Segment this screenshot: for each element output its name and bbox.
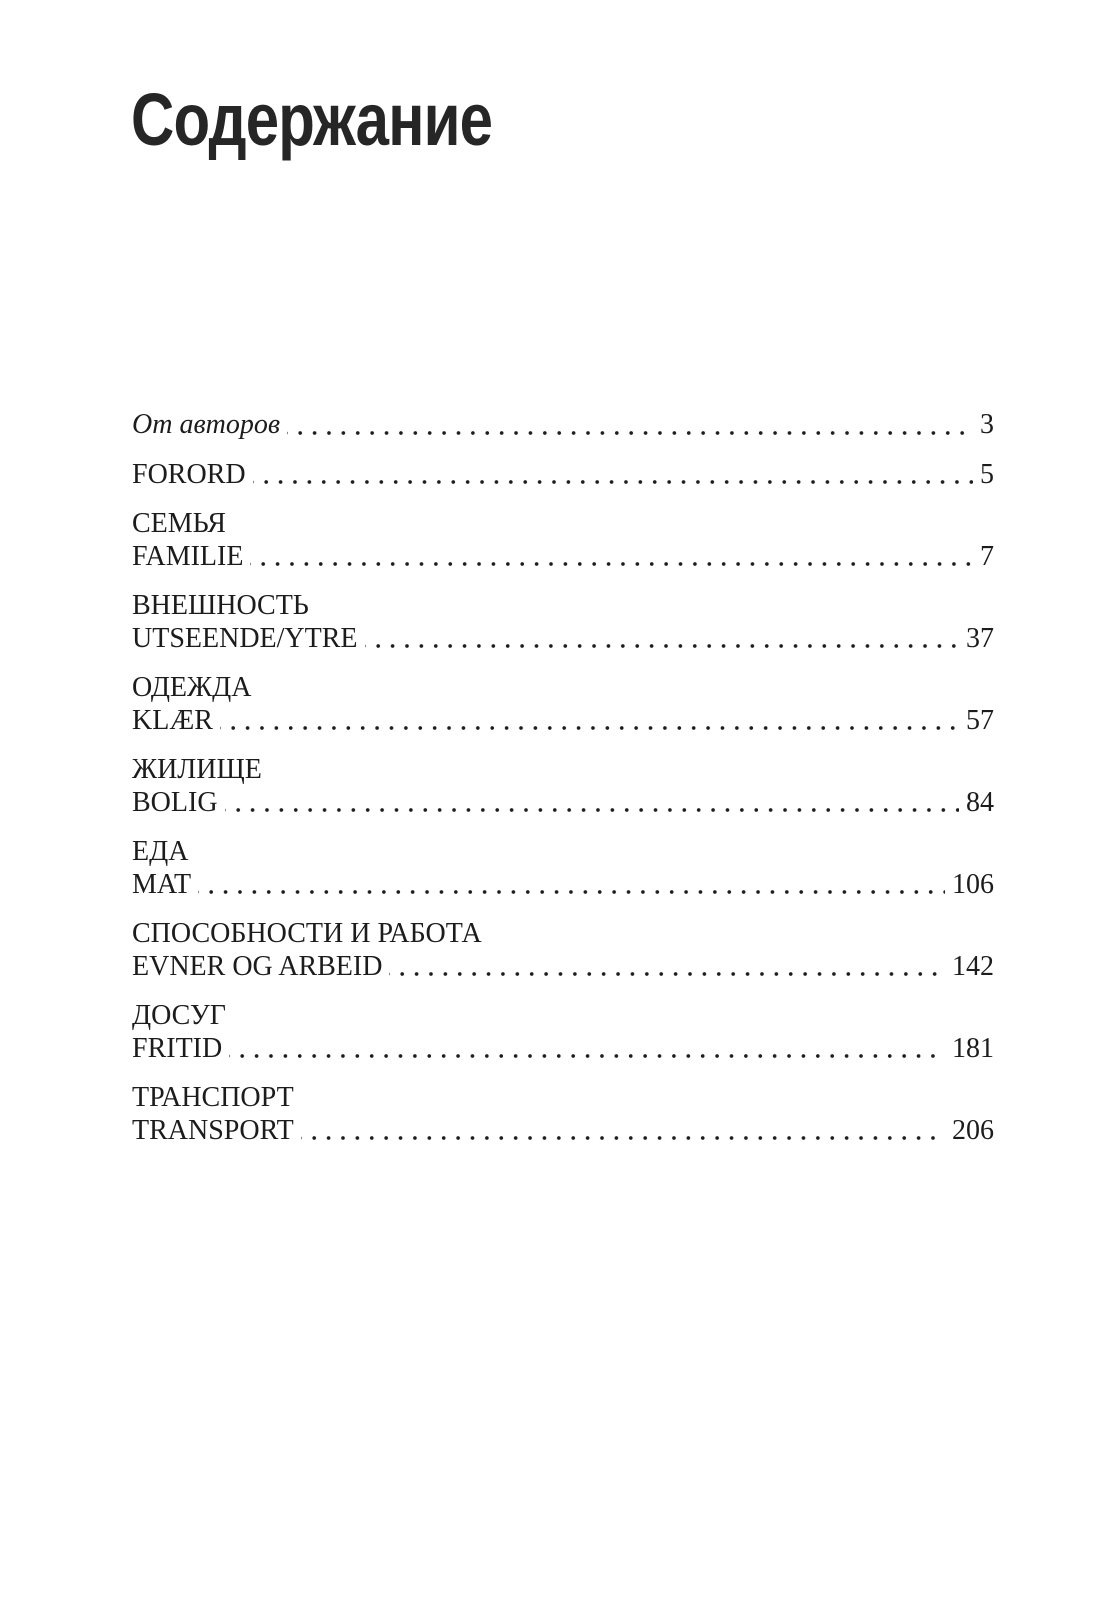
dot-leader <box>229 1032 945 1065</box>
toc-entry-heading: ОДЕЖДА <box>132 672 252 703</box>
toc-entry-page: 5 <box>980 458 994 490</box>
toc-entry-heading: СПОСОБНОСТИ И РАБОТА <box>132 918 482 949</box>
toc-entry-row: FORORD 5 <box>132 458 994 491</box>
dot-leader <box>250 540 973 573</box>
toc-entry-page: 84 <box>966 786 994 818</box>
toc-entry-label: EVNER OG ARBEID <box>132 950 383 982</box>
toc-entry-heading: СЕМЬЯ <box>132 508 226 539</box>
dot-leader <box>252 458 973 491</box>
page-title: Содержание <box>131 78 493 161</box>
dot-leader <box>300 1114 945 1147</box>
toc-entry-label: MAT <box>132 868 192 900</box>
toc-entry-label: От авторов <box>132 409 280 440</box>
toc-entry-row: EVNER OG ARBEID 142 <box>132 950 994 983</box>
toc-entry-label: FRITID <box>132 1032 223 1064</box>
toc-list: От авторов 3 FORORD 5 СЕМЬЯ FAMILIE 7 ВН… <box>132 409 994 1164</box>
toc-entry-row: KLÆR 57 <box>132 704 994 737</box>
toc-entry: СЕМЬЯ FAMILIE 7 <box>132 508 994 573</box>
dot-leader <box>364 622 959 655</box>
toc-entry-heading: ТРАНСПОРТ <box>132 1082 294 1113</box>
toc-entry-row: От авторов 3 <box>132 409 994 442</box>
toc-entry-page: 37 <box>966 622 994 654</box>
toc-entry-heading: ЕДА <box>132 836 189 867</box>
toc-entry: От авторов 3 <box>132 409 994 442</box>
toc-entry-page: 7 <box>980 540 994 572</box>
toc-entry: ТРАНСПОРТ TRANSPORT 206 <box>132 1082 994 1147</box>
toc-entry: ДОСУГ FRITID 181 <box>132 1000 994 1065</box>
toc-entry-page: 142 <box>952 950 994 982</box>
toc-entry-page: 3 <box>980 409 994 440</box>
toc-entry-label: TRANSPORT <box>132 1114 294 1146</box>
toc-entry-page: 57 <box>966 704 994 736</box>
toc-entry-row: BOLIG 84 <box>132 786 994 819</box>
toc-entry-label: BOLIG <box>132 786 218 818</box>
toc-entry-label: UTSEENDE/YTRE <box>132 622 358 654</box>
dot-leader <box>198 868 945 901</box>
toc-entry-row: TRANSPORT 206 <box>132 1114 994 1147</box>
toc-entry: СПОСОБНОСТИ И РАБОТА EVNER OG ARBEID 142 <box>132 918 994 983</box>
toc-entry-page: 181 <box>952 1032 994 1064</box>
dot-leader <box>219 704 959 737</box>
toc-entry-row: UTSEENDE/YTRE 37 <box>132 622 994 655</box>
toc-entry: ОДЕЖДА KLÆR 57 <box>132 672 994 737</box>
toc-entry-label: FAMILIE <box>132 540 244 572</box>
toc-entry-heading: ДОСУГ <box>132 1000 226 1031</box>
toc-entry-label: KLÆR <box>132 704 213 736</box>
toc-entry-heading: ЖИЛИЩЕ <box>132 754 262 785</box>
toc-entry-heading: ВНЕШНОСТЬ <box>132 590 309 621</box>
dot-leader <box>224 786 959 819</box>
toc-entry: ВНЕШНОСТЬ UTSEENDE/YTRE 37 <box>132 590 994 655</box>
dot-leader <box>286 409 973 442</box>
toc-entry-label: FORORD <box>132 458 246 490</box>
toc-entry: ЖИЛИЩЕ BOLIG 84 <box>132 754 994 819</box>
toc-entry: ЕДА MAT 106 <box>132 836 994 901</box>
dot-leader <box>389 950 945 983</box>
toc-entry: FORORD 5 <box>132 458 994 491</box>
toc-entry-page: 206 <box>952 1114 994 1146</box>
toc-entry-row: MAT 106 <box>132 868 994 901</box>
toc-entry-row: FAMILIE 7 <box>132 540 994 573</box>
toc-entry-page: 106 <box>952 868 994 900</box>
toc-entry-row: FRITID 181 <box>132 1032 994 1065</box>
